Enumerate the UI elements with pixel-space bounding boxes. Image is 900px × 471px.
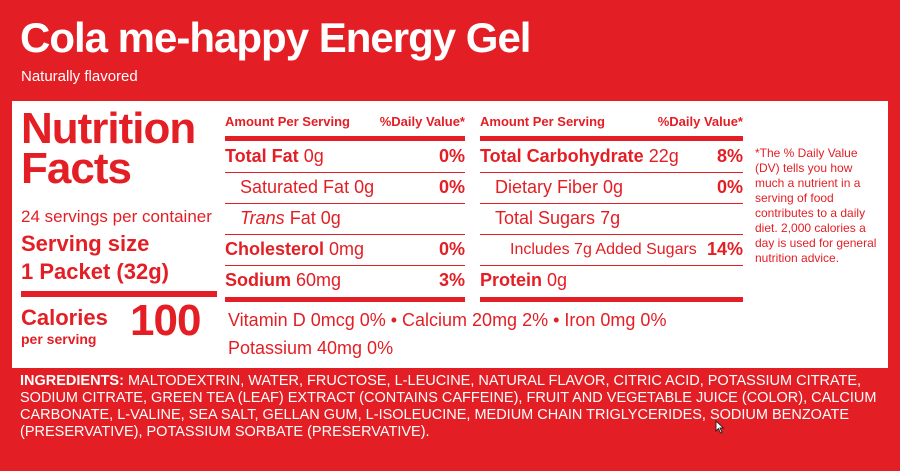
nutrient-amount: 0g [547, 270, 568, 290]
vitamins-line-1: Vitamin D 0mcg 0% • Calcium 20mg 2% • Ir… [228, 310, 667, 330]
calories-per-serving-label: per serving [21, 331, 97, 347]
nutrient-row-sodium: Sodium 60mg 3% [225, 265, 465, 296]
nutrient-amount: 7g [600, 208, 621, 228]
nutrient-amount: 0mg [329, 239, 365, 259]
divider [225, 136, 465, 141]
nutrition-facts-title: Nutrition Facts [21, 104, 196, 193]
divider [480, 297, 743, 302]
divider [21, 291, 217, 297]
nutrient-dv: 0% [438, 177, 465, 197]
nutrient-row-total-fat: Total Fat 0g 0% [225, 141, 465, 173]
nutrient-name: Saturated Fat [240, 177, 350, 197]
vitamins-line-2: Potassium 40mg 0% [228, 338, 394, 358]
amount-per-serving-header: Amount Per Serving [225, 114, 350, 129]
vitamins-minerals: Vitamin D 0mcg 0% • Calcium 20mg 2% • Ir… [228, 306, 788, 362]
ingredients-list: INGREDIENTS: MALTODEXTRIN, WATER, FRUCTO… [20, 373, 880, 441]
nutrient-name: Total Fat [225, 146, 299, 166]
ingredients-text: MALTODEXTRIN, WATER, FRUCTOSE, L-LEUCINE… [20, 373, 877, 440]
nutrient-name: Fat [289, 208, 316, 228]
serving-size-label: Serving size [21, 231, 150, 256]
nutrient-amount: 60mg [296, 270, 342, 290]
nutrient-row-saturated-fat: Saturated Fat 0g 0% [225, 172, 465, 204]
nutrition-panel: Nutrition Facts 24 servings per containe… [12, 101, 888, 368]
nutrient-row-cholesterol: Cholesterol 0mg 0% [225, 234, 465, 266]
nutrient-amount: 0g [354, 177, 375, 197]
servings-per-container: 24 servings per container [21, 207, 212, 226]
divider [480, 136, 743, 141]
nutrient-row-total-sugars: Total Sugars 7g [480, 203, 743, 235]
daily-value-footnote: *The % Daily Value (DV) tells you how mu… [755, 146, 877, 265]
divider [225, 297, 465, 302]
nutrient-amount: 0g [603, 177, 624, 197]
nutrient-column-left: Amount Per Serving %Daily Value* Total F… [225, 101, 465, 368]
nutrient-dv: 14% [706, 239, 743, 259]
nutrient-dv: 0% [716, 177, 743, 197]
amount-per-serving-header: Amount Per Serving [480, 114, 605, 129]
nutrient-name: Sodium [225, 270, 291, 290]
nutrient-name-italic: Trans [240, 208, 285, 228]
product-subtitle: Naturally flavored [21, 68, 138, 85]
nutrient-name: Dietary Fiber [495, 177, 599, 197]
nutrient-row-added-sugars: Includes 7g Added Sugars 14% [480, 234, 743, 266]
nutrition-facts-title-line1: Nutrition [21, 104, 196, 153]
nutrient-amount: 22g [648, 146, 679, 166]
nutrient-name: Includes 7g Added Sugars [510, 241, 697, 258]
nutrient-name: Total Sugars [495, 208, 596, 228]
nutrition-facts-title-line2: Facts [21, 144, 132, 193]
nutrient-row-trans-fat: Trans Fat 0g [225, 203, 465, 235]
mouse-cursor-icon [715, 420, 725, 434]
daily-value-header: %Daily Value* [379, 114, 465, 129]
nutrient-dv: 3% [438, 270, 465, 290]
product-title: Cola me-happy Energy Gel [20, 14, 531, 61]
nutrient-dv: 0% [438, 239, 465, 259]
ingredients-label: INGREDIENTS: [20, 373, 124, 389]
nutrient-dv: 0% [438, 146, 465, 166]
nutrient-name: Protein [480, 270, 543, 290]
column-header: Amount Per Serving %Daily Value* [480, 114, 743, 129]
nutrient-row-total-carbohydrate: Total Carbohydrate 22g 8% [480, 141, 743, 173]
daily-value-header: %Daily Value* [657, 114, 743, 129]
nutrient-dv: 8% [716, 146, 743, 166]
serving-size-value: 1 Packet (32g) [21, 259, 169, 284]
nutrient-column-right: Amount Per Serving %Daily Value* Total C… [480, 101, 743, 368]
nutrient-name: Total Carbohydrate [480, 146, 644, 166]
calories-label: Calories [21, 305, 108, 330]
nutrient-amount: 0g [303, 146, 324, 166]
nutrient-row-dietary-fiber: Dietary Fiber 0g 0% [480, 172, 743, 204]
nutrient-name: Cholesterol [225, 239, 325, 259]
nutrient-row-protein: Protein 0g [480, 265, 743, 296]
column-header: Amount Per Serving %Daily Value* [225, 114, 465, 129]
calories-value: 100 [130, 296, 201, 345]
nutrient-amount: 0g [320, 208, 341, 228]
